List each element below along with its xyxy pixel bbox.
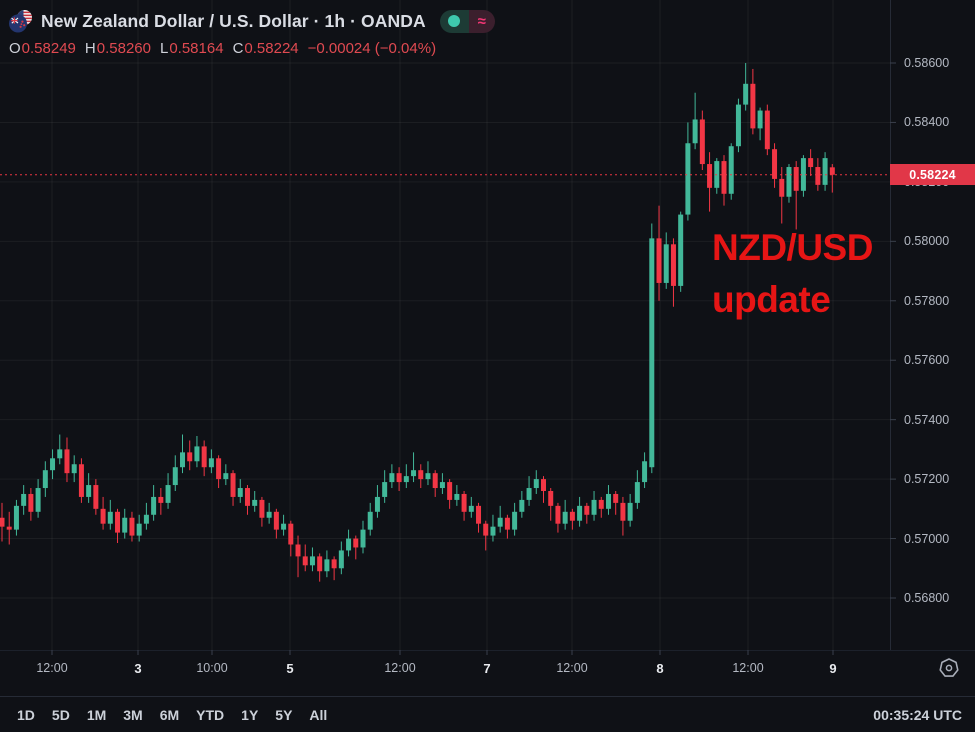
price-axis-label: 0.57800 [904,293,950,308]
time-axis[interactable]: 12:00 3 10:00 5 12:00 7 12:00 8 12:00 9 [0,650,975,696]
ohlc-readout: O 0.58249 H 0.58260 L 0.58164 C 0.58224 … [8,40,495,57]
range-button-all[interactable]: All [309,706,328,723]
price-axis-label: 0.57600 [904,353,950,368]
range-button-6m[interactable]: 6M [159,706,180,723]
price-axis-label: 0.58400 [904,115,950,130]
range-button-ytd[interactable]: YTD [196,706,225,723]
current-price-value: 0.58224 [909,167,956,182]
price-axis-label: 0.57000 [904,531,950,546]
high-label: H [84,40,96,57]
symbol-title-row: New Zealand Dollar / U.S. Dollar · 1h · … [8,8,495,34]
time-axis-label: 5 [286,661,294,676]
annotation-line2: update [712,279,831,320]
range-button-1d[interactable]: 1D [17,706,35,723]
open-value: 0.58249 [21,40,76,57]
time-axis-label: 12:00 [556,661,588,675]
close-value: 0.58224 [244,40,299,57]
time-axis-label: 9 [829,661,837,676]
open-label: O [9,40,21,57]
price-axis-label: 0.56800 [904,590,950,605]
high-value: 0.58260 [96,40,151,57]
time-axis-label: 12:00 [384,661,416,675]
chart-annotation-text: NZD/USD update [712,222,873,326]
change-value: −0.00024 (−0.04%) [307,40,437,57]
range-button-5d[interactable]: 5D [51,706,70,723]
range-button-1m[interactable]: 1M [86,706,107,723]
annotation-line1: NZD/USD [712,227,873,268]
market-open-dot-icon [439,9,469,33]
range-button-5y[interactable]: 5Y [275,706,293,723]
chart-header: New Zealand Dollar / U.S. Dollar · 1h · … [8,8,495,57]
close-label: C [232,40,244,57]
low-value: 0.58164 [169,40,224,57]
date-range-buttons: 1D 5D 1M 3M 6M YTD 1Y 5Y All [0,707,327,723]
candlestick-chart-canvas[interactable] [0,0,975,660]
bottom-toolbar: 1D 5D 1M 3M 6M YTD 1Y 5Y All 00:35:24 UTC [0,696,975,732]
range-button-1y[interactable]: 1Y [241,706,259,723]
low-label: L [159,40,169,57]
price-axis-label: 0.58000 [904,234,950,249]
time-axis-label: 3 [134,661,142,676]
time-axis-label: 12:00 [732,661,764,675]
time-axis-label: 8 [656,661,664,676]
approximate-price-icon: ≈ [468,9,495,33]
price-axis[interactable]: 0.586000.584000.582000.580000.578000.576… [890,0,975,650]
current-price-tag: 0.58224 [890,164,975,186]
time-axis-label: 12:00 [36,661,68,675]
price-axis-label: 0.57200 [904,472,950,487]
time-axis-label: 10:00 [196,661,228,675]
range-button-3m[interactable]: 3M [123,706,143,723]
session-clock[interactable]: 00:35:24 UTC [873,706,962,723]
market-status-pill[interactable]: ≈ [439,9,495,33]
price-axis-label: 0.57400 [904,412,950,427]
time-axis-settings-icon[interactable] [938,657,960,679]
price-axis-label: 0.58600 [904,56,950,70]
symbol-title[interactable]: New Zealand Dollar / U.S. Dollar · 1h · … [41,10,426,31]
time-axis-label: 7 [483,661,491,676]
nz-us-flags-icon [8,9,33,34]
